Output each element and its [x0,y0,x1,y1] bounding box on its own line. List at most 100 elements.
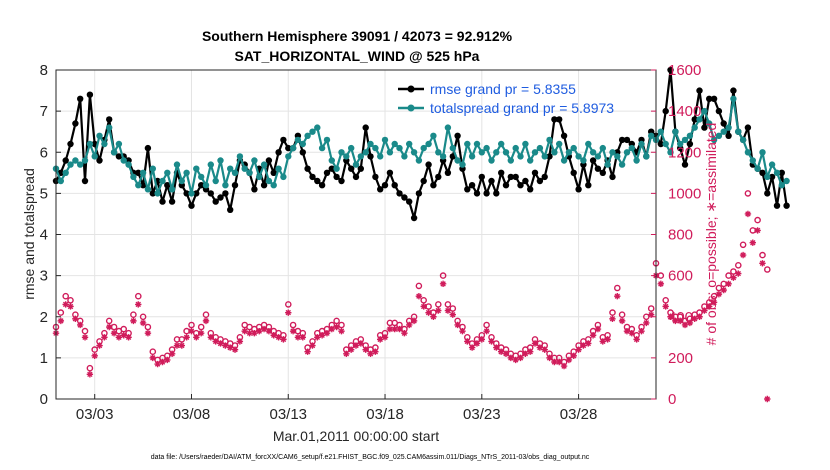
assimilated-point [556,358,563,366]
legend: rmse grand pr = 5.8355 totalspread grand… [398,81,614,116]
data-point [589,149,597,156]
assimilated-point [217,340,224,347]
left-tick-label: 5 [40,185,48,202]
assimilated-point [144,330,152,337]
data-point [546,153,553,160]
data-point [115,153,123,160]
assimilated-point [289,327,297,335]
assimilated-point [173,342,181,349]
assimilated-point [236,338,244,345]
possible-point [744,190,752,197]
assimilated-point [662,303,669,310]
assimilated-point [318,332,326,339]
data-point [207,161,214,168]
chart-subtitle: SAT_HORIZONTAL_WIND @ 525 hPa [235,48,480,64]
legend-label-totalspread: totalspread grand pr = 5.8973 [430,100,614,116]
assimilated-point [193,334,200,341]
data-point [623,136,631,144]
data-point [72,157,79,164]
data-point [348,144,355,152]
data-point [149,190,156,197]
data-point [522,140,529,148]
assimilated-point [706,303,713,310]
data-point [285,144,292,152]
assimilated-point [585,340,592,347]
assimilated-point [57,317,65,325]
data-point [372,173,379,181]
possible-point [105,317,113,325]
left-tick-label: 6 [40,144,48,161]
data-point [333,173,340,181]
data-point [381,182,389,189]
assimilated-point [86,371,94,378]
assimilated-point [381,334,389,341]
data-point [556,140,563,148]
data-point [773,202,781,209]
right-axis-tick-labels: 0 200 400 600 800 1000 1200 1400 1600 [668,62,701,408]
assimilated-point [110,330,118,337]
data-point [768,173,776,181]
data-point [468,182,476,189]
right-tick-label: 400 [668,309,693,326]
data-point [377,186,384,193]
data-point [430,182,437,189]
assimilated-point [246,330,253,337]
assimilated-point [589,332,597,339]
data-point [314,124,321,131]
assimilated-point [449,311,456,318]
data-point [193,165,200,172]
data-point [101,140,108,148]
data-point [599,144,606,152]
data-point [565,149,573,156]
data-point [783,202,790,209]
assimilated-point [580,342,587,349]
data-point [328,165,335,172]
data-point [517,153,524,160]
assimilated-point [333,323,340,331]
assimilated-point [541,346,548,353]
possible-point [333,317,340,325]
x-axis-label: Mar.01,2011 00:00:00 start [273,428,439,444]
data-point [401,194,408,201]
data-point [260,161,268,168]
data-point [706,95,713,103]
assimilated-point [314,334,321,341]
assimilated-point [604,336,611,343]
assimilated-point [517,354,524,362]
assimilated-point [164,356,171,364]
data-point [159,198,166,205]
data-point [609,149,616,156]
assimilated-point [280,336,287,343]
data-point [62,169,69,176]
possible-point [81,327,89,335]
possible-point [647,305,655,312]
data-point [144,186,152,193]
data-point [348,165,355,172]
data-point [701,124,708,131]
data-point [604,161,611,168]
assimilated-point [691,315,698,323]
data-point [338,149,345,156]
data-point [67,161,74,168]
x-tick-label: 03/03 [76,406,114,423]
possible-point [618,311,626,319]
data-point [488,177,495,185]
data-point [415,157,423,164]
data-point [662,107,669,115]
possible-point [662,296,670,304]
series-assimilated [52,210,771,403]
assimilated-point [275,334,282,341]
assimilated-point [139,319,147,327]
possible-point [415,282,423,290]
assimilated-point [265,327,273,335]
data-point [570,169,577,176]
data-point [381,136,389,144]
data-point [628,144,635,152]
data-point [386,149,394,156]
data-point [222,190,229,197]
data-point [633,157,640,164]
assimilated-point [764,395,771,403]
data-point [251,157,258,164]
assimilated-point [715,290,723,298]
assimilated-point [430,313,437,320]
